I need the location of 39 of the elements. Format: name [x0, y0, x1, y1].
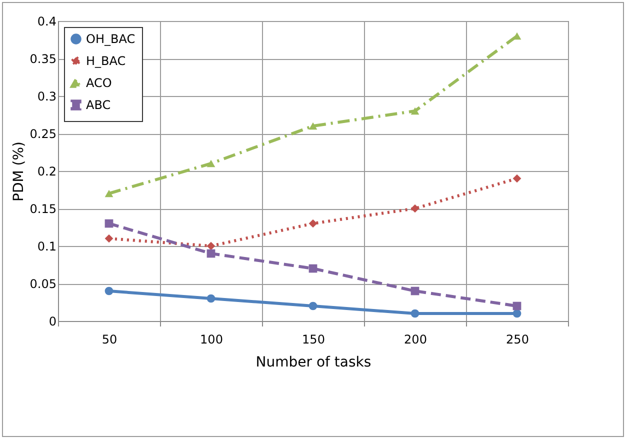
point	[410, 204, 420, 213]
point	[410, 309, 420, 318]
y-tick-label: 0.4	[37, 14, 56, 28]
point	[104, 286, 114, 296]
x-tick-label: 100	[200, 332, 223, 346]
point	[410, 107, 420, 115]
point	[308, 302, 318, 310]
legend-label: H_BAC	[86, 54, 126, 68]
point	[308, 122, 318, 130]
legend-label: ACO	[86, 76, 112, 90]
point	[308, 264, 318, 273]
legend-label: ABC	[86, 98, 111, 112]
y-tick-label: 0.1	[37, 240, 56, 254]
y-tick-label: 0.3	[37, 90, 56, 104]
y-axis-title: PDM (%)	[10, 142, 27, 202]
y-tick-label: 0.25	[30, 127, 56, 141]
point	[206, 249, 216, 258]
x-axis-title: Number of tasks	[256, 354, 372, 370]
point	[512, 174, 522, 183]
point	[206, 242, 216, 250]
point	[512, 309, 522, 318]
point	[512, 302, 522, 310]
point	[410, 286, 420, 296]
x-tick-label: 200	[404, 332, 427, 346]
y-tick-label: 0.2	[37, 164, 56, 178]
y-tick-label: 0.05	[30, 277, 56, 291]
legend-label: OH_BAC	[86, 32, 136, 46]
point	[104, 219, 114, 228]
point	[104, 234, 114, 243]
y-tick-label: 0.35	[30, 52, 56, 66]
x-tick-label: 250	[506, 332, 529, 346]
point	[104, 190, 114, 198]
x-tick-label: 50	[102, 332, 118, 346]
point	[308, 219, 318, 228]
y-tick-label: 0	[48, 314, 56, 328]
point	[206, 160, 216, 168]
point	[206, 294, 216, 303]
y-tick-label: 0.15	[30, 202, 56, 216]
x-tick-label: 150	[302, 332, 325, 346]
